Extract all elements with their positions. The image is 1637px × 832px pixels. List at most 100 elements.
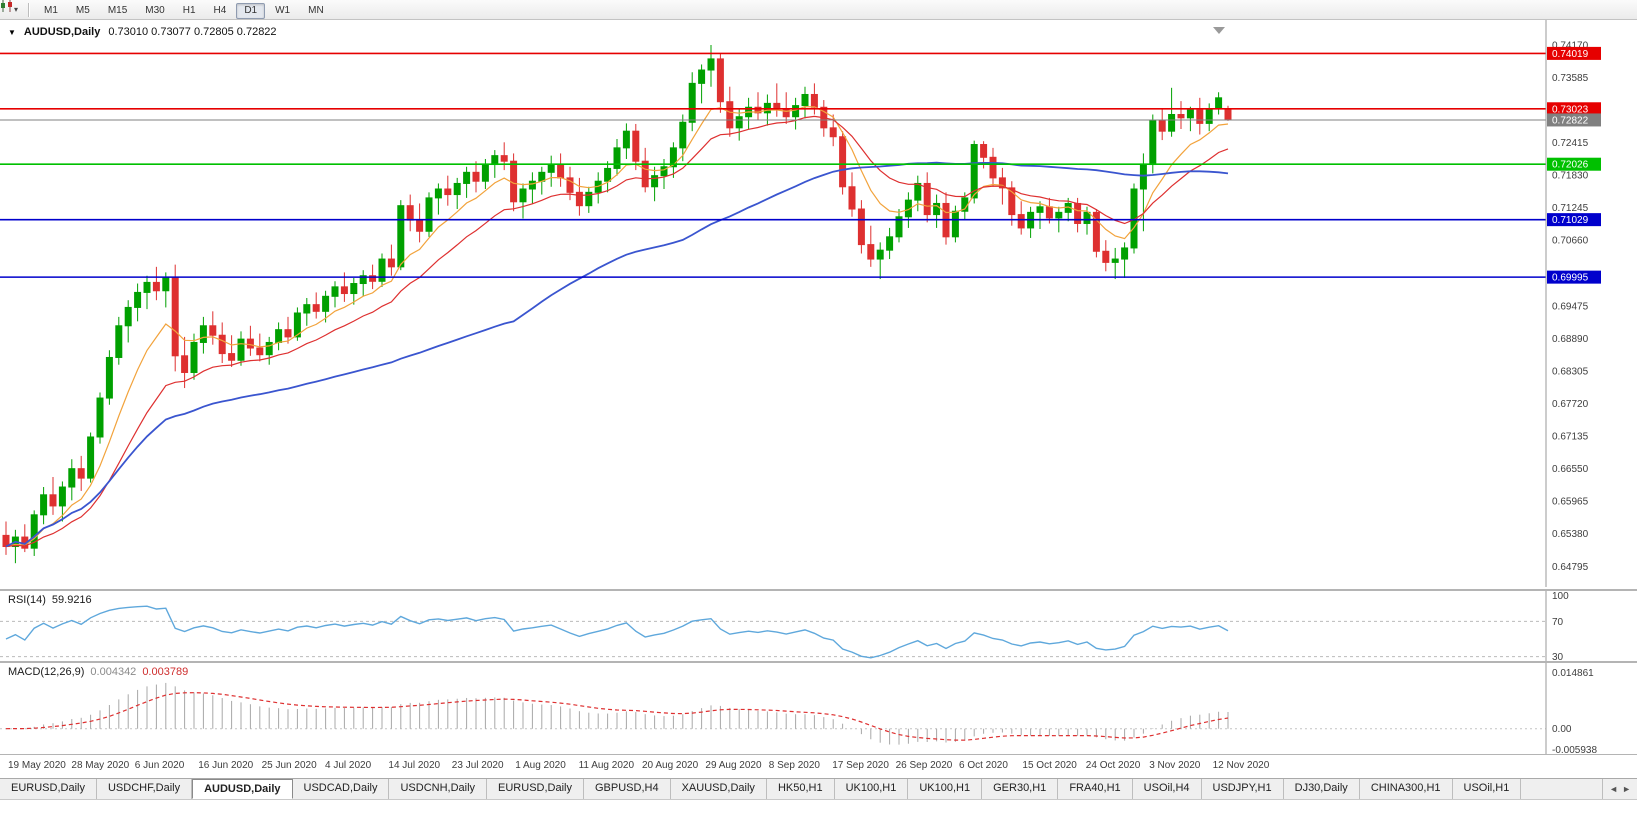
chart-tab-usdcad-daily[interactable]: USDCAD,Daily	[292, 779, 390, 799]
chart-tab-hk50-h1[interactable]: HK50,H1	[766, 779, 835, 799]
candle-body	[1121, 247, 1129, 260]
price-axis-tick: 0.69475	[1552, 302, 1589, 313]
time-axis-label: 15 Oct 2020	[1022, 760, 1077, 771]
candlestick-chart-icon[interactable]	[1, 0, 12, 18]
candle-body	[293, 312, 301, 338]
timeframe-buttons-group: M1 M5 M15 M30 H1 H4 D1 W1 MN	[35, 0, 333, 19]
rsi-label: RSI(14) 59.9216	[8, 594, 92, 606]
chart-tab-usdcnh-daily[interactable]: USDCNH,Daily	[389, 779, 488, 799]
candle-body	[425, 197, 433, 232]
timeframe-button-mn[interactable]: MN	[300, 3, 332, 19]
chart-tab-fra40-h1[interactable]: FRA40,H1	[1058, 779, 1133, 799]
candle-body	[2, 534, 10, 548]
candle-body	[933, 202, 941, 216]
price-axis-tick: 0.72415	[1552, 138, 1589, 149]
chart-tab-eurusd-daily[interactable]: EURUSD,Daily	[0, 779, 97, 799]
chart-title: ▼ AUDUSD,Daily 0.73010 0.73077 0.72805 0…	[8, 26, 277, 38]
candle-body	[265, 341, 273, 356]
price-label-badge	[1547, 270, 1601, 284]
moving-average-line	[5, 115, 1229, 548]
price-axis-tick: 0.65965	[1552, 497, 1589, 508]
candle-body	[453, 182, 461, 196]
rsi-name: RSI(14)	[8, 594, 46, 606]
chart-tab-uk100-h1[interactable]: UK100,H1	[834, 779, 909, 799]
time-axis-label: 29 Aug 2020	[705, 760, 762, 771]
candle-body	[632, 130, 640, 162]
candle-body	[1092, 211, 1100, 252]
timeframe-button-m1[interactable]: M1	[36, 3, 66, 19]
candle-body	[68, 468, 76, 488]
macd-name: MACD(12,26,9)	[8, 666, 85, 678]
chart-tab-usdchf-daily[interactable]: USDCHF,Daily	[96, 779, 193, 799]
chart-tab-xauusd-daily[interactable]: XAUUSD,Daily	[670, 779, 767, 799]
price-label-badge	[1547, 213, 1601, 227]
chart-tab-usdjpy-h1[interactable]: USDJPY,H1	[1201, 779, 1284, 799]
chart-tab-usoil-h4[interactable]: USOil,H4	[1132, 779, 1202, 799]
candle-body	[829, 127, 837, 138]
price-chart-canvas[interactable]: 0.74170 0.73585 0.72415 0.71830 0.71245 0.706…	[0, 20, 1637, 587]
chart-tab-dj30-daily[interactable]: DJ30,Daily	[1283, 779, 1360, 799]
price-label-badge	[1547, 46, 1601, 60]
chart-tab-ger30-h1[interactable]: GER30,H1	[982, 779, 1059, 799]
chart-tab-uk100-h1[interactable]: UK100,H1	[908, 779, 983, 799]
candle-body	[77, 468, 85, 479]
tabs-scroll-right-icon[interactable]: ►	[1622, 784, 1631, 794]
candle-body	[1008, 187, 1016, 216]
price-label-text: 0.74019	[1552, 49, 1589, 60]
candle-body	[698, 69, 706, 84]
chart-tab-eurusd-daily[interactable]: EURUSD,Daily	[487, 779, 584, 799]
timeframe-toolbar: ▾ M1 M5 M15 M30 H1 H4 D1 W1 MN	[0, 0, 1637, 20]
macd-canvas[interactable]: 0.014861 0.00 -0.005938	[0, 663, 1637, 756]
candle-body	[444, 188, 452, 196]
chart-tab-audusd-daily[interactable]: AUDUSD,Daily	[192, 779, 293, 799]
time-axis-label: 8 Sep 2020	[768, 760, 820, 771]
candle-body	[585, 191, 593, 207]
candle-body	[96, 397, 104, 438]
chart-tab-china300-h1[interactable]: CHINA300,H1	[1359, 779, 1453, 799]
candle-body	[209, 325, 217, 336]
timeframe-button-h1[interactable]: H1	[175, 3, 204, 19]
candle-body	[181, 355, 189, 373]
candle-body	[904, 199, 912, 218]
time-axis-label: 26 Sep 2020	[895, 760, 953, 771]
price-axis-tick: 0.74170	[1552, 41, 1589, 52]
candle-body	[895, 216, 903, 238]
time-axis-label: 12 Nov 2020	[1212, 760, 1270, 771]
time-axis-label: 24 Oct 2020	[1085, 760, 1141, 771]
tabs-scroll-left-icon[interactable]: ◄	[1609, 784, 1619, 794]
candle-body	[246, 338, 254, 349]
macd-label: MACD(12,26,9) 0.004342 0.003789	[8, 666, 188, 678]
candle-body	[190, 341, 198, 373]
candle-body	[1205, 108, 1213, 124]
candle-body	[970, 144, 978, 199]
candle-body	[58, 486, 66, 507]
candle-body	[754, 106, 762, 114]
candle-body	[528, 180, 536, 190]
chart-tab-gbpusd-h4[interactable]: GBPUSD,H4	[584, 779, 671, 799]
timeframe-button-m30[interactable]: M30	[137, 3, 172, 19]
candle-body	[998, 177, 1006, 189]
timeframe-button-w1[interactable]: W1	[267, 3, 298, 19]
candle-body	[980, 144, 988, 158]
rsi-canvas[interactable]: 100 70 30	[0, 591, 1637, 661]
timeframe-button-m5[interactable]: M5	[68, 3, 98, 19]
chart-tab-usoil-h1[interactable]: USOil,H1	[1452, 779, 1522, 799]
time-axis[interactable]: 19 May 2020 28 May 2020 6 Jun 2020 16 Jun 2…	[0, 754, 1637, 778]
candle-body	[303, 304, 311, 314]
time-axis-label: 14 Jul 2020	[388, 760, 441, 771]
candle-body	[256, 347, 264, 356]
candle-body	[105, 356, 113, 399]
chart-type-dropdown-caret-icon[interactable]: ▾	[10, 1, 22, 18]
price-label-badge	[1547, 157, 1601, 171]
macd-axis-tick: 0.00	[1552, 724, 1572, 735]
timeframe-button-m15[interactable]: M15	[100, 3, 135, 19]
price-label-text: 0.69995	[1552, 273, 1589, 284]
timeframe-button-d1[interactable]: D1	[236, 2, 266, 19]
rsi-axis-tick: 30	[1552, 652, 1564, 661]
candle-body	[312, 304, 320, 312]
timeframe-button-h4[interactable]: H4	[206, 3, 235, 19]
collapse-triangle-icon[interactable]: ▼	[8, 27, 16, 37]
candle-body	[199, 325, 207, 343]
chart-tabs: EURUSD,Daily USDCHF,Daily AUDUSD,Daily USDC…	[0, 779, 1602, 799]
candle-body	[30, 514, 38, 549]
